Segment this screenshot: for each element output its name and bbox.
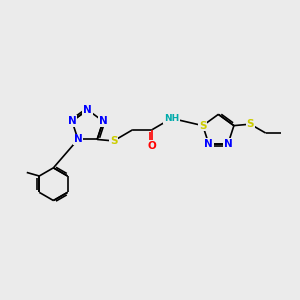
Text: NH: NH — [164, 114, 179, 123]
Text: N: N — [224, 139, 232, 149]
Text: N: N — [68, 116, 76, 126]
Text: O: O — [148, 141, 157, 151]
Text: N: N — [204, 139, 213, 149]
Text: S: S — [199, 121, 207, 130]
Text: S: S — [247, 119, 254, 129]
Text: S: S — [110, 136, 117, 146]
Text: N: N — [99, 116, 107, 126]
Text: N: N — [74, 134, 82, 144]
Text: N: N — [83, 105, 92, 115]
